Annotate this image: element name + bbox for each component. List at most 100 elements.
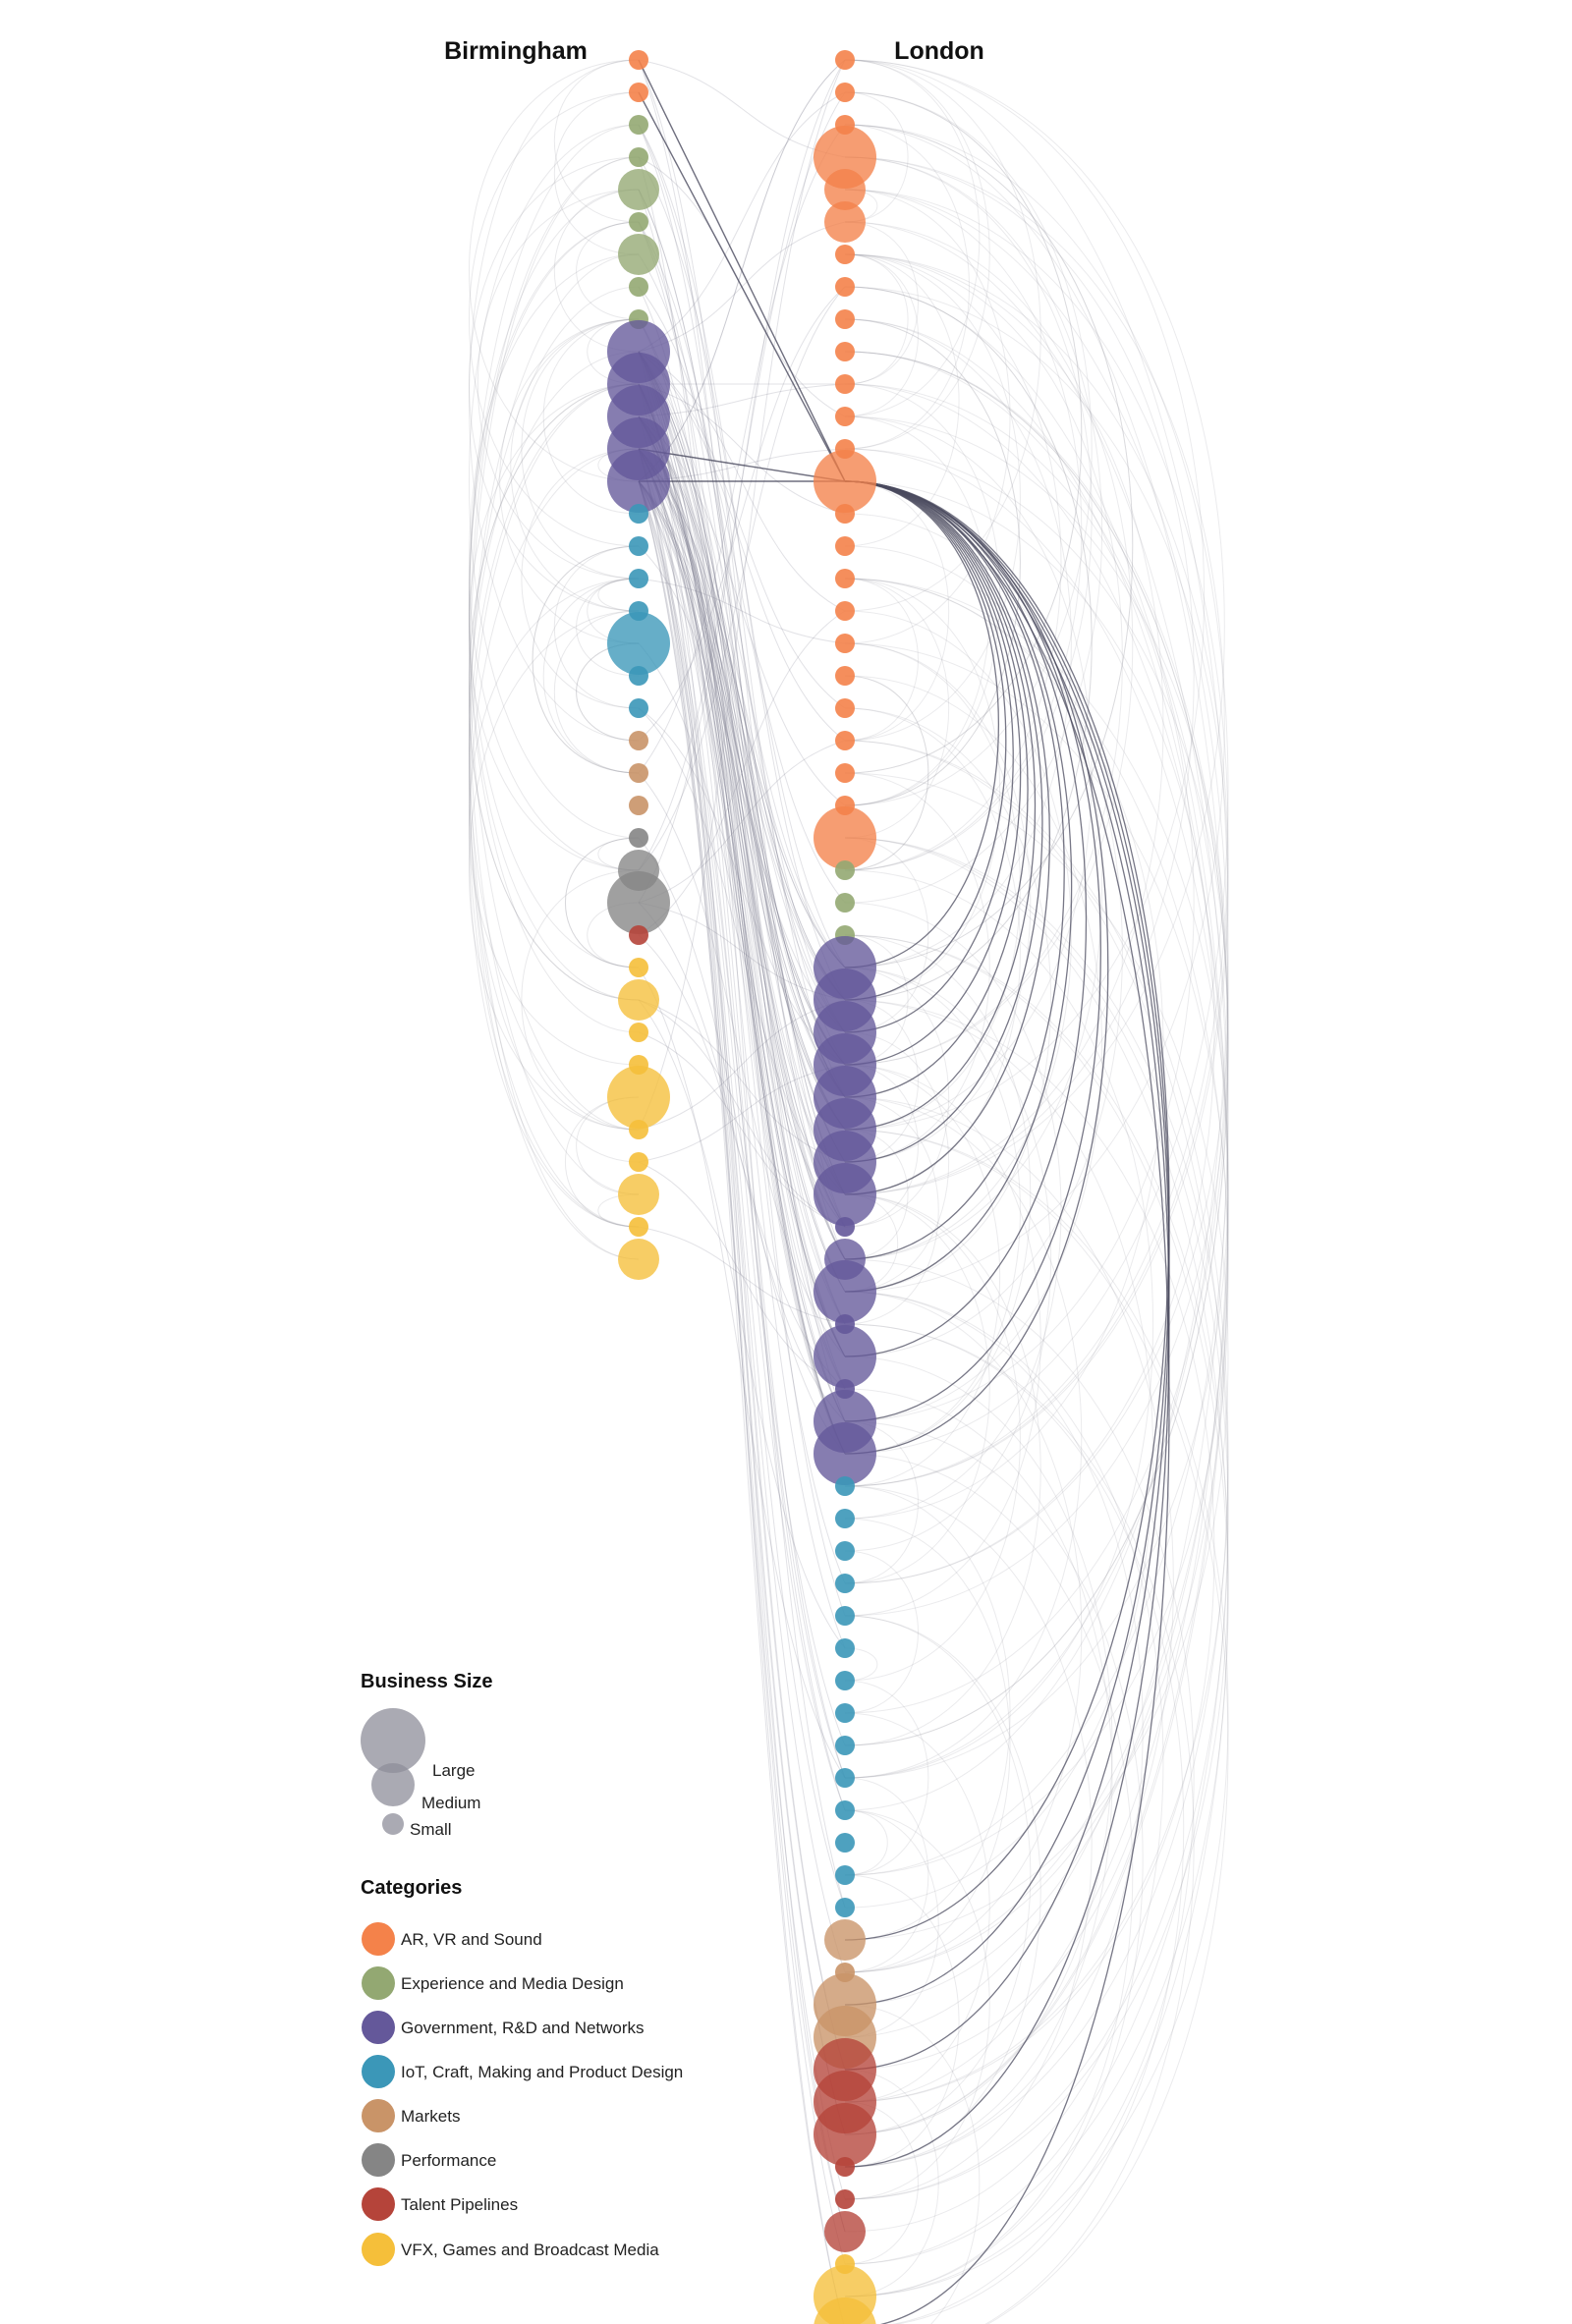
london-internal-link	[844, 1777, 929, 1973]
birmingham-node-mkt-small[interactable]	[629, 796, 648, 815]
birmingham-node-perf-small[interactable]	[629, 828, 648, 848]
london-node-iot-small[interactable]	[835, 1671, 855, 1690]
london-node-tal-medium[interactable]	[824, 2211, 866, 2252]
london-node-ar-small[interactable]	[835, 245, 855, 264]
birmingham-node-vfx-small[interactable]	[629, 958, 648, 977]
london-node-tal-small[interactable]	[835, 2189, 855, 2209]
london-node-ar-small[interactable]	[835, 83, 855, 102]
london-node-iot-small[interactable]	[835, 1509, 855, 1528]
legend-label-vfx-games-broadcast: VFX, Games and Broadcast Media	[401, 2241, 659, 2259]
birmingham-node-gov-large[interactable]	[607, 450, 670, 513]
birmingham-node-vfx-medium[interactable]	[618, 1174, 659, 1215]
cross-city-link	[638, 351, 846, 1584]
birmingham-node-iot-small[interactable]	[629, 569, 648, 588]
london-node-ar-medium[interactable]	[824, 201, 866, 243]
birmingham-node-iot-small[interactable]	[629, 504, 648, 524]
london-node-ar-small[interactable]	[835, 374, 855, 394]
birmingham-internal-link	[469, 383, 640, 1001]
birmingham-node-iot-small[interactable]	[629, 698, 648, 718]
birmingham-node-vfx-small[interactable]	[629, 1120, 648, 1139]
birmingham-internal-link	[553, 610, 640, 774]
london-node-iot-small[interactable]	[835, 1736, 855, 1755]
london-node-ar-large[interactable]	[814, 806, 876, 869]
london-node-ar-small[interactable]	[835, 731, 855, 750]
birmingham-node-mkt-small[interactable]	[629, 763, 648, 783]
legend-label-experience-media-design: Experience and Media Design	[401, 1974, 624, 1993]
london-node-iot-small[interactable]	[835, 1768, 855, 1788]
birmingham-internal-link	[469, 156, 640, 1260]
london-node-ar-large[interactable]	[814, 450, 876, 513]
london-node-ar-small[interactable]	[835, 342, 855, 361]
london-internal-link	[844, 253, 909, 385]
birmingham-node-vfx-small[interactable]	[629, 1217, 648, 1237]
birmingham-node-exp-small[interactable]	[629, 212, 648, 232]
birmingham-node-vfx-small[interactable]	[629, 1152, 648, 1172]
london-node-iot-small[interactable]	[835, 1800, 855, 1820]
birmingham-node-vfx-medium[interactable]	[618, 979, 659, 1021]
london-node-gov-large[interactable]	[814, 1325, 876, 1388]
cross-city-link	[638, 415, 846, 2071]
london-hub-link	[844, 480, 1170, 2071]
london-node-ar-small[interactable]	[835, 504, 855, 524]
birmingham-node-ar-small[interactable]	[629, 50, 648, 70]
legend-label-performance: Performance	[401, 2151, 496, 2170]
london-node-ar-small[interactable]	[835, 536, 855, 556]
london-node-ar-small[interactable]	[835, 634, 855, 653]
birmingham-node-ar-small[interactable]	[629, 83, 648, 102]
birmingham-node-iot-small[interactable]	[629, 536, 648, 556]
birmingham-node-exp-medium[interactable]	[618, 169, 659, 210]
cross-city-link	[638, 480, 846, 1131]
london-node-ar-small[interactable]	[835, 569, 855, 588]
london-node-ar-small[interactable]	[835, 50, 855, 70]
london-node-ar-small[interactable]	[835, 277, 855, 297]
birmingham-node-vfx-small[interactable]	[629, 1023, 648, 1042]
london-node-ar-small[interactable]	[835, 407, 855, 426]
london-node-tal-small[interactable]	[835, 2157, 855, 2177]
london-node-gov-large[interactable]	[814, 1163, 876, 1226]
london-internal-link	[844, 1485, 1093, 2200]
birmingham-node-exp-medium[interactable]	[618, 234, 659, 275]
birmingham-node-iot-large[interactable]	[607, 612, 670, 675]
cross-city-link	[638, 480, 846, 2135]
london-node-exp-small[interactable]	[835, 893, 855, 913]
london-node-iot-small[interactable]	[835, 1606, 855, 1626]
london-node-gov-large[interactable]	[814, 1260, 876, 1323]
london-node-mkt-medium[interactable]	[824, 1919, 866, 1961]
london-node-iot-small[interactable]	[835, 1476, 855, 1496]
london-node-ar-small[interactable]	[835, 309, 855, 329]
london-node-ar-medium[interactable]	[824, 169, 866, 210]
london-node-ar-large[interactable]	[814, 126, 876, 189]
london-node-ar-small[interactable]	[835, 666, 855, 686]
london-node-exp-small[interactable]	[835, 860, 855, 880]
london-node-iot-small[interactable]	[835, 1574, 855, 1593]
london-node-ar-small[interactable]	[835, 763, 855, 783]
london-node-ar-small[interactable]	[835, 601, 855, 621]
london-node-gov-small[interactable]	[835, 1217, 855, 1237]
birmingham-node-exp-small[interactable]	[629, 115, 648, 135]
london-internal-link	[844, 837, 929, 1033]
cross-city-link	[638, 448, 846, 1357]
london-node-iot-small[interactable]	[835, 1865, 855, 1885]
birmingham-node-exp-small[interactable]	[629, 277, 648, 297]
london-hub-link	[844, 480, 1073, 1293]
london-internal-link	[844, 707, 1052, 1293]
cross-city-link	[638, 415, 846, 1293]
birmingham-node-vfx-large[interactable]	[607, 1066, 670, 1129]
birmingham-node-iot-small[interactable]	[629, 666, 648, 686]
cross-city-link	[638, 415, 846, 1228]
london-node-iot-small[interactable]	[835, 1541, 855, 1561]
london-node-gov-large[interactable]	[814, 1422, 876, 1485]
london-node-iot-small[interactable]	[835, 1898, 855, 1917]
birmingham-node-tal-small[interactable]	[629, 925, 648, 945]
london-node-iot-small[interactable]	[835, 1833, 855, 1853]
birmingham-internal-link	[576, 221, 640, 320]
london-node-iot-small[interactable]	[835, 1638, 855, 1658]
birmingham-node-mkt-small[interactable]	[629, 731, 648, 750]
london-node-ar-small[interactable]	[835, 698, 855, 718]
london-node-vfx-large[interactable]	[814, 2297, 876, 2324]
london-node-tal-large[interactable]	[814, 2103, 876, 2166]
birmingham-node-exp-small[interactable]	[629, 147, 648, 167]
birmingham-node-vfx-medium[interactable]	[618, 1239, 659, 1280]
london-node-iot-small[interactable]	[835, 1703, 855, 1723]
birmingham-node-perf-large[interactable]	[607, 871, 670, 934]
